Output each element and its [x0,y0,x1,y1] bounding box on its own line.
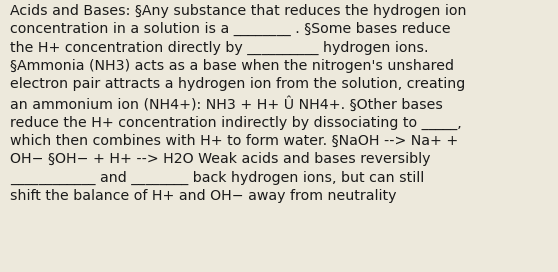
Text: Acids and Bases: §Any substance that reduces the hydrogen ion
concentration in a: Acids and Bases: §Any substance that red… [10,4,466,203]
